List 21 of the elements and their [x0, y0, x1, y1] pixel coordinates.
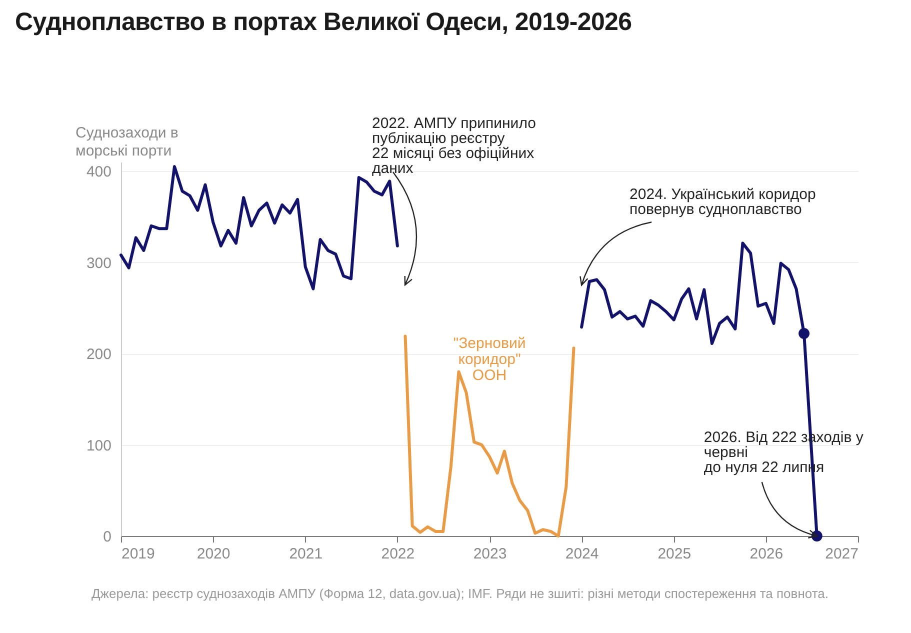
x-tick-label: 2022 [381, 546, 415, 562]
series-label: "Зерновий коридор" ООН [453, 335, 526, 384]
y-tick-label: 100 [86, 437, 112, 454]
y-tick-label: 0 [103, 528, 112, 546]
y-axis-title: Суднозаходи в морські порти [76, 124, 178, 160]
x-tick-label: 2019 [122, 546, 155, 562]
y-tick-label: 400 [86, 164, 112, 181]
annotation: 2024. Український коридор повернув судноплавство [630, 186, 816, 218]
y-tick-label: 300 [86, 254, 112, 272]
x-tick-label: 2023 [473, 546, 507, 562]
x-tick-label: 2020 [196, 546, 230, 562]
text: Джерела: реєстр суднозаходів АМПУ (Форма 12, data.gov.ua); IMF. Ряди не зшиті: різні методи спостереження та повнота. [90, 585, 830, 603]
y-tick-label: 200 [86, 346, 112, 364]
chart-title: Судноплавство в портах Великої Одеси, 2019-2026 [15, 8, 632, 37]
x-tick-label: 2021 [289, 546, 323, 562]
x-tick-label: 2024 [565, 546, 599, 562]
line-series [404, 334, 576, 538]
x-tick-label: 2027 [825, 546, 858, 562]
x-tick-label: 2025 [658, 546, 692, 562]
x-tick-label: 2026 [750, 546, 784, 562]
annotation: 2022. АМПУ припинило публікацію реєстру 22 місяці без офіційних даних [372, 115, 536, 177]
